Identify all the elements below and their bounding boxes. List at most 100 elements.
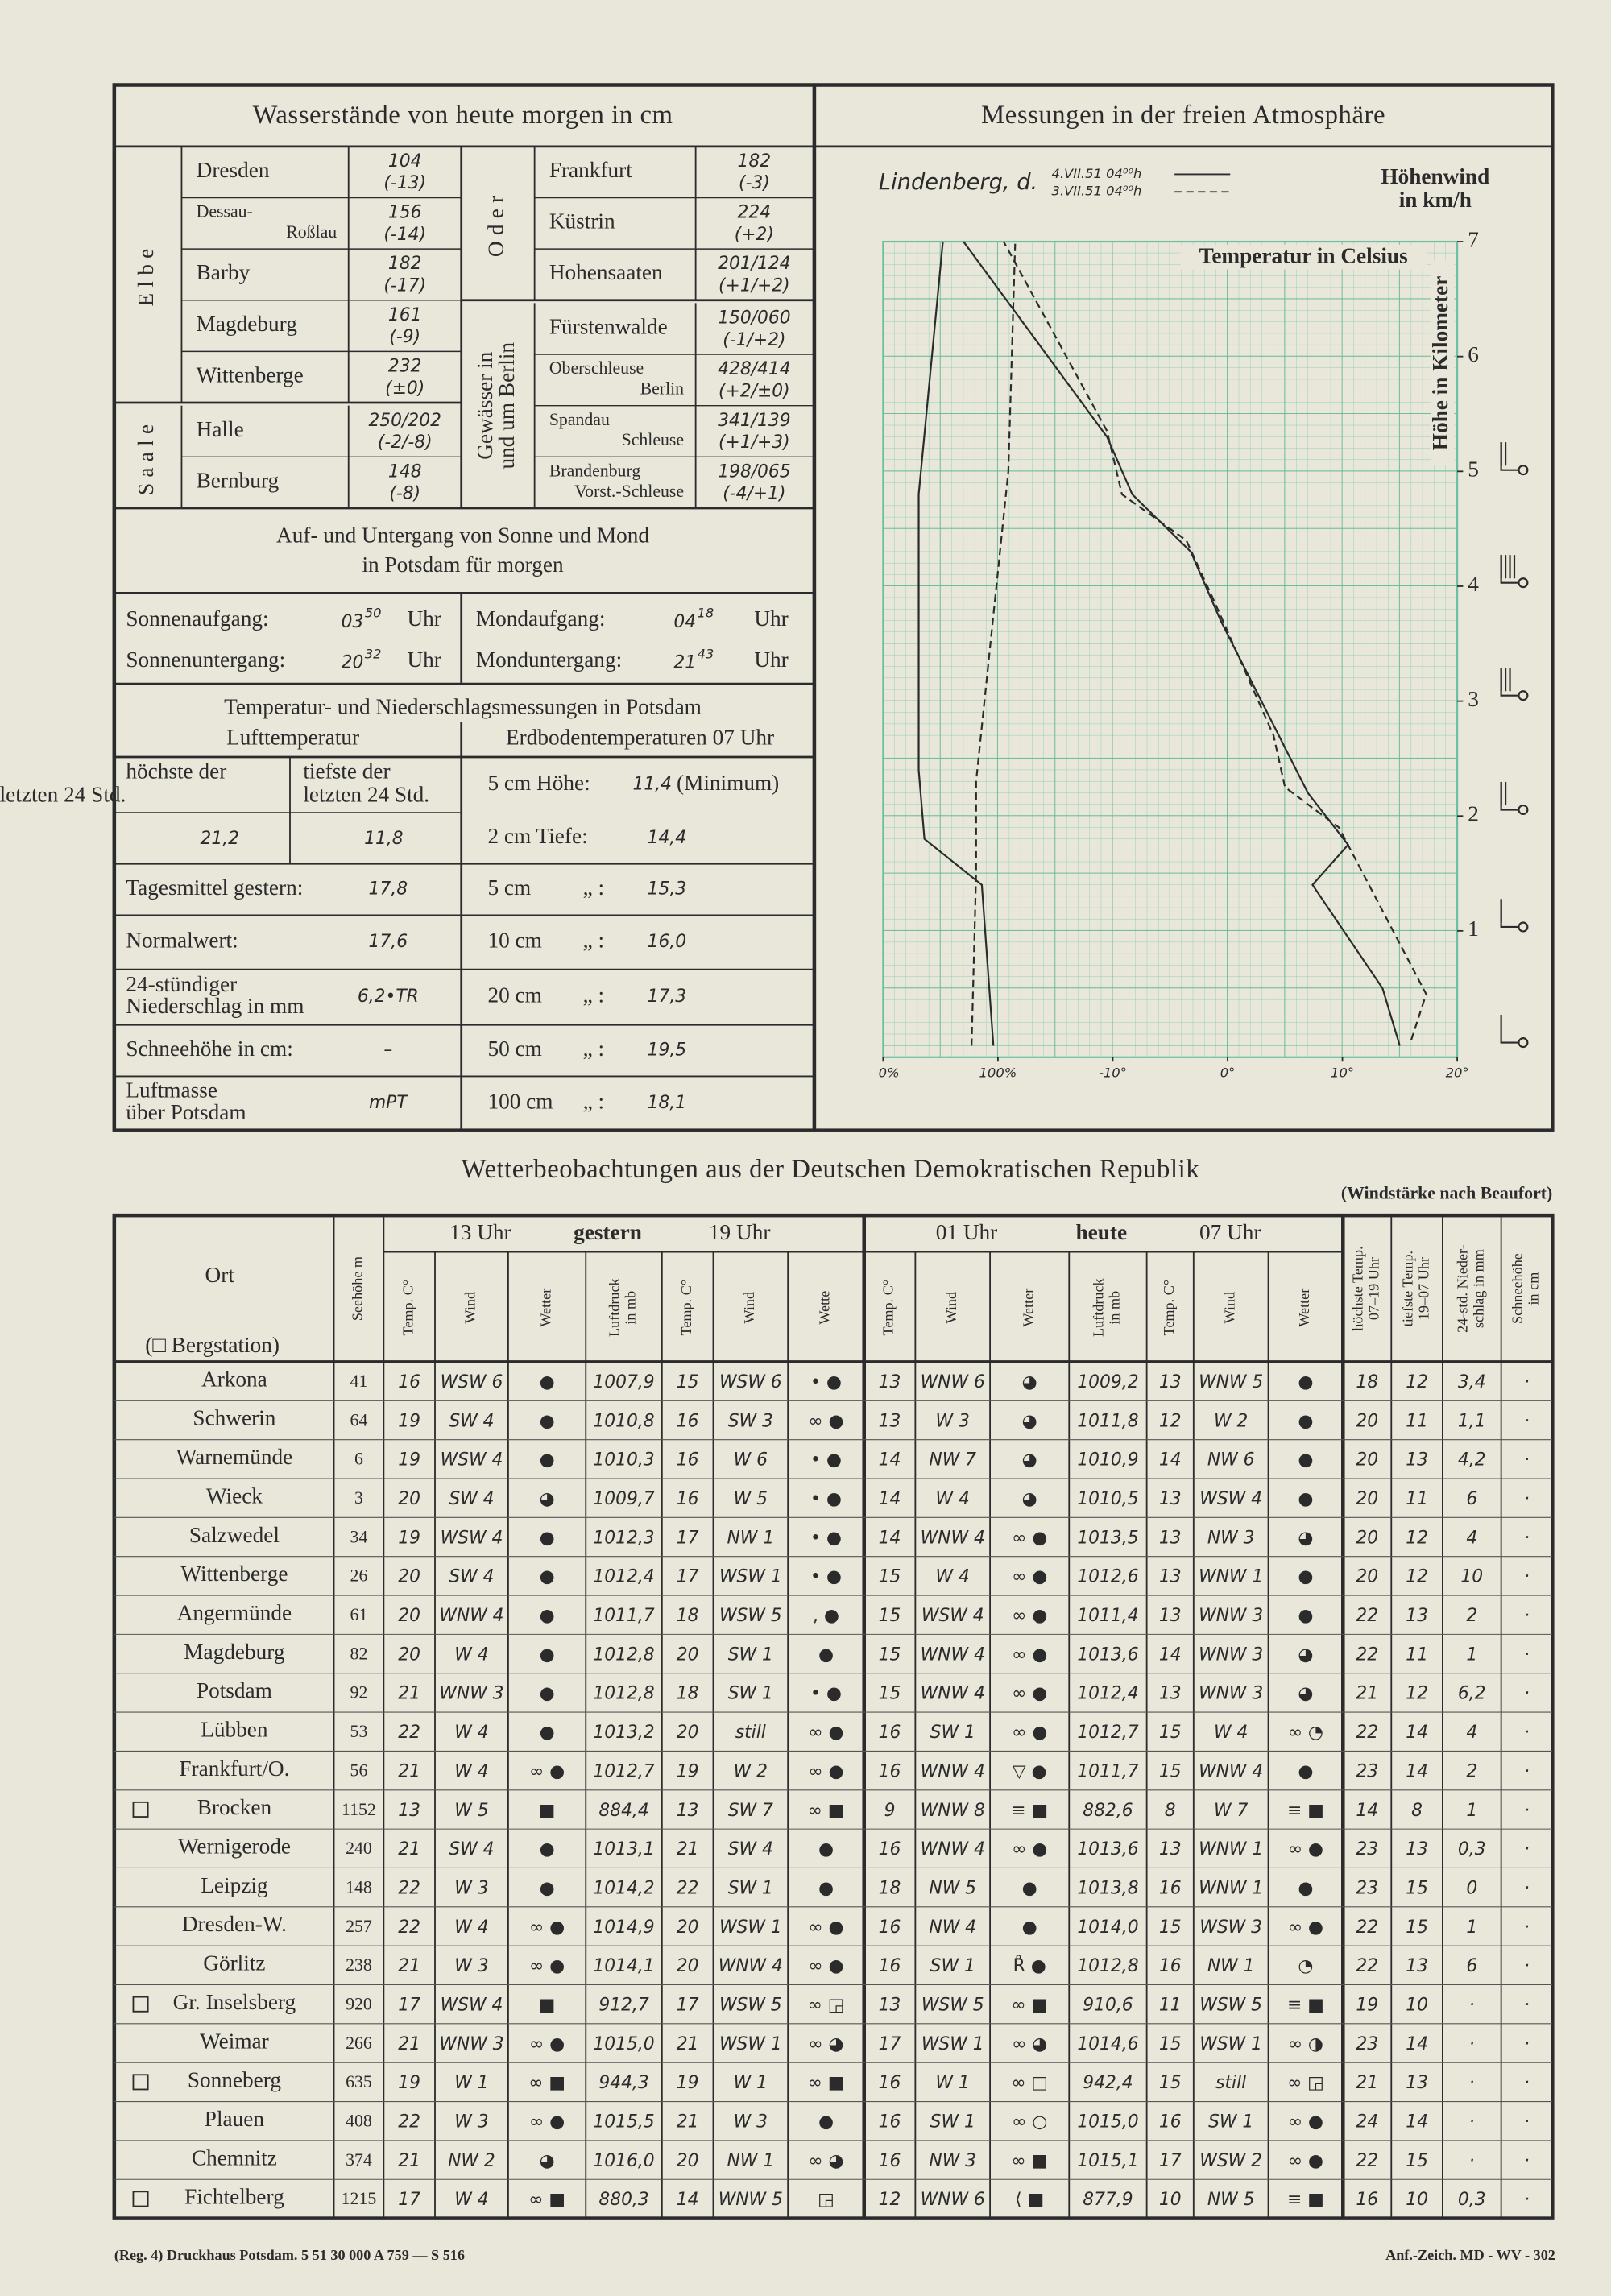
cell: SW 4 — [449, 1567, 494, 1587]
water-level: 201/124 — [718, 254, 791, 274]
cell: 240 — [346, 1839, 372, 1858]
cell: 20 — [677, 1956, 699, 1976]
cell: 1 — [1466, 1644, 1477, 1665]
cell: 14 — [1406, 2034, 1428, 2054]
cell: 13 — [1406, 2073, 1428, 2093]
soil-value: 14,4 — [648, 828, 687, 848]
cell: 3,4 — [1458, 1372, 1486, 1392]
cell: 6,2 — [1458, 1684, 1486, 1704]
cell: 17 — [677, 1996, 699, 2016]
column-header: Temp. C° — [400, 1280, 416, 1336]
cell: 148 — [346, 1877, 372, 1897]
cell: 1 — [1466, 1917, 1477, 1938]
y-tick-label: 7 — [1468, 227, 1479, 251]
cell: 19 — [398, 1411, 420, 1431]
column-header: 07–19 Uhr — [1365, 1257, 1381, 1320]
cell: 6 — [354, 1450, 363, 1469]
cell: 1015,5 — [593, 2112, 654, 2133]
y-tick-label: 4 — [1468, 572, 1479, 596]
cell: 23 — [1356, 1761, 1378, 1781]
cell: 9 — [884, 1801, 896, 1821]
cell: · — [1524, 1801, 1530, 1821]
max-label: höchste der — [126, 759, 226, 783]
column-header: Wind — [943, 1292, 959, 1324]
cell: 19 — [677, 2073, 699, 2093]
y-tick-label: 3 — [1468, 687, 1479, 711]
cell: ● — [540, 1411, 555, 1431]
cell: WSW 6 — [441, 1372, 503, 1392]
cell: 20 — [1356, 1489, 1378, 1509]
cell: 1014,2 — [593, 1878, 654, 1898]
table-title: Wetterbeobachtungen aus der Deutschen De… — [462, 1155, 1200, 1184]
cell: 4 — [1466, 1723, 1477, 1743]
cell: ● — [1022, 1878, 1037, 1898]
cell: 21 — [677, 1839, 699, 1860]
cell: WNW 3 — [1199, 1644, 1263, 1665]
row-label: Luftmasse — [126, 1078, 217, 1102]
soil-depth: 10 cm — [487, 928, 541, 952]
cell: 20 — [1356, 1567, 1378, 1587]
cell: 20 — [398, 1606, 420, 1626]
cell: ◕ — [1022, 1450, 1037, 1471]
column-header: Wind — [462, 1292, 478, 1324]
cell: 16 — [879, 1761, 901, 1781]
cell: 16 — [1356, 2190, 1378, 2210]
cell: 16 — [1159, 1878, 1182, 1898]
cell: NW 2 — [448, 2151, 495, 2171]
table-note: (Windstärke nach Beaufort) — [1341, 1184, 1552, 1203]
cell: 15 — [1406, 1878, 1428, 1898]
cell: ∞ ■ — [528, 2190, 565, 2210]
water-level: 148 — [388, 461, 422, 482]
cell: 1015,0 — [593, 2034, 654, 2054]
cell: 1011,4 — [1077, 1606, 1138, 1626]
water-change: (-13) — [383, 173, 426, 193]
cell: NW 1 — [1207, 1956, 1255, 1976]
cell: ∞ ● — [529, 2112, 565, 2133]
time-minute: 18 — [697, 605, 714, 620]
water-change: (+2/±0) — [719, 381, 790, 401]
cell: WSW 6 — [719, 1372, 782, 1392]
cell: 41 — [350, 1371, 368, 1391]
column-header: Schneehöhe — [1510, 1253, 1526, 1324]
cell: ● — [1298, 1878, 1313, 1898]
cell: ● — [1298, 1450, 1313, 1471]
cell: WSW 1 — [1199, 2034, 1262, 2054]
cell: WNW 6 — [921, 1372, 985, 1392]
soil-value: 17,3 — [648, 987, 687, 1007]
cell: 11 — [1406, 1411, 1428, 1431]
cell: 22 — [1356, 1917, 1378, 1938]
cell: 19 — [677, 1761, 699, 1781]
humidity-curve — [971, 242, 1017, 1046]
footer: (Reg. 4) Druckhaus Potsdam. 5 51 30 000 … — [114, 2247, 465, 2264]
cell: 880,3 — [598, 2190, 648, 2210]
cell: ∞ ● — [529, 1917, 565, 1938]
cell: 266 — [346, 2033, 372, 2053]
x-tick-label: 20° — [1446, 1065, 1469, 1080]
cell: 1,1 — [1458, 1411, 1486, 1431]
cell: ∞ ◕ — [1012, 2034, 1047, 2054]
cell: WNW 5 — [719, 2190, 783, 2210]
cell: 1012,8 — [593, 1644, 654, 1665]
cell: 12 — [1406, 1528, 1428, 1548]
cell: WNW 4 — [921, 1761, 985, 1781]
cell: 22 — [1356, 1956, 1378, 1976]
cell: 17 — [398, 1996, 420, 2016]
cell: 21 — [398, 1684, 420, 1704]
cell: 238 — [346, 1955, 372, 1975]
cell: SW 4 — [449, 1411, 494, 1431]
cell: · — [1469, 2034, 1475, 2054]
soil-value: 18,1 — [648, 1093, 687, 1113]
cell: WSW 1 — [719, 1917, 782, 1938]
cell: 1009,7 — [593, 1489, 654, 1509]
chart-grid — [882, 240, 1459, 1058]
cell: 20 — [677, 1917, 699, 1938]
cell: · — [1524, 1411, 1530, 1431]
cell: · — [1524, 2112, 1530, 2133]
cell: 21 — [1356, 2073, 1378, 2093]
cell: 23 — [1356, 2034, 1378, 2054]
cell: ◕ — [1022, 1411, 1037, 1431]
cell: 882,6 — [1083, 1801, 1133, 1821]
cell: NW 5 — [929, 1878, 976, 1898]
soil-ditto: „ : — [583, 1036, 605, 1061]
group-header: gestern — [574, 1220, 642, 1244]
